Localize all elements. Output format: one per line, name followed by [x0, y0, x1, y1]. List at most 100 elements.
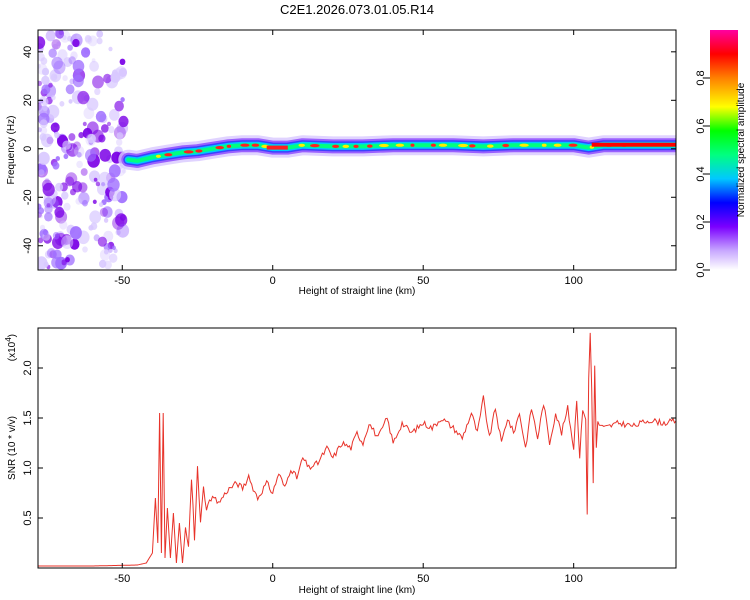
- noise-blob: [41, 67, 50, 76]
- spectrogram-xlabel: Height of straight line (km): [299, 286, 416, 297]
- noise-blob: [97, 236, 107, 247]
- noise-blob: [119, 58, 126, 65]
- figure-title: C2E1.2026.073.01.05.R14: [280, 2, 434, 17]
- noise-blob: [52, 231, 60, 240]
- colorbar: 0.0 0.2 0.4 0.6 0.8 Normalized spectral ampl…: [695, 30, 747, 278]
- noise-blob: [70, 188, 76, 196]
- noise-blob: [38, 162, 47, 175]
- noise-blob: [65, 84, 75, 95]
- noise-blob: [98, 202, 104, 208]
- noise-blob: [70, 51, 78, 60]
- snr-xtick-label: -50: [114, 573, 130, 585]
- noise-blob: [72, 59, 85, 73]
- snr-frame: [37, 327, 677, 569]
- noise-blob: [49, 198, 59, 209]
- snr-ylabel: SNR (10 * v/v): [7, 416, 18, 480]
- ridge-hotspot: [215, 146, 224, 150]
- ridge-hotspot: [541, 143, 547, 147]
- noise-blob: [38, 127, 42, 133]
- noise-blob: [95, 110, 107, 123]
- noise-blob: [82, 246, 88, 253]
- noise-blob: [54, 206, 65, 218]
- snr-ytick-label: 2.0: [22, 360, 34, 375]
- noise-blob: [62, 140, 71, 150]
- colorbar-gradient: [710, 30, 738, 270]
- noise-blob: [87, 35, 98, 47]
- ridge-center: [266, 145, 288, 150]
- snr-xtick-label: 0: [270, 573, 276, 585]
- noise-blob: [122, 169, 127, 174]
- noise-blob: [120, 97, 125, 103]
- noise-blob: [81, 47, 91, 58]
- noise-blob: [59, 220, 68, 230]
- ridge-hotspot: [410, 143, 415, 147]
- ridge-hotspot: [430, 143, 436, 147]
- ridge-hotspot: [502, 143, 510, 148]
- noise-blob: [115, 229, 121, 236]
- snr-multiplier: (x104): [4, 334, 18, 361]
- noise-blob: [38, 36, 46, 49]
- noise-blob: [116, 138, 123, 146]
- noise-blob: [87, 133, 96, 144]
- noise-blob: [74, 145, 85, 158]
- noise-blob: [93, 177, 98, 182]
- ridge-hotspot: [553, 143, 562, 147]
- noise-blob: [52, 161, 60, 170]
- noise-blob: [84, 48, 90, 54]
- noise-blob: [41, 179, 53, 191]
- noise-blob: [103, 249, 109, 255]
- noise-blob: [59, 101, 65, 107]
- noise-blob: [111, 245, 116, 250]
- spectrogram-ytick-label: 40: [22, 46, 34, 58]
- noise-blob: [38, 80, 42, 87]
- noise-blob: [86, 97, 99, 111]
- noise-blob: [99, 259, 107, 268]
- snr-xtick-label: 100: [564, 573, 582, 585]
- colorbar-label: Normalized spectral amplitude: [736, 82, 747, 217]
- noise-blob: [51, 256, 62, 269]
- spectrogram-ytick-label: -40: [22, 238, 34, 254]
- noise-blob: [92, 199, 97, 204]
- noise-blob: [44, 212, 53, 222]
- noise-blob: [112, 216, 125, 230]
- noise-blob: [76, 34, 81, 39]
- noise-blob: [46, 248, 56, 258]
- noise-blob: [77, 90, 90, 105]
- spectrogram-ytick-label: -20: [22, 189, 34, 205]
- noise-blob: [80, 168, 88, 176]
- noise-blob: [43, 197, 54, 209]
- noise-blob: [103, 217, 109, 223]
- snr-ytick-label: 1.5: [22, 410, 34, 425]
- noise-blob: [41, 75, 50, 85]
- noise-blob: [65, 257, 70, 263]
- noise-blob: [108, 126, 115, 134]
- noise-blob: [38, 256, 48, 270]
- ridge-hotspot: [438, 143, 448, 147]
- ridge-hotspot: [342, 144, 350, 148]
- noise-blob: [38, 63, 48, 75]
- ridge-tail: [591, 142, 676, 147]
- noise-blob: [62, 75, 68, 82]
- snr-multiplier-close: ): [7, 334, 18, 337]
- noise-blob: [42, 105, 48, 112]
- noise-blob: [89, 60, 99, 72]
- noise-blob: [108, 248, 113, 253]
- snr-xlabel: Height of straight line (km): [299, 585, 416, 596]
- ridge-hotspot: [458, 143, 469, 148]
- colorbar-tick-label: 0.0: [695, 262, 707, 277]
- noise-blob: [95, 181, 101, 187]
- noise-blob: [84, 34, 92, 43]
- noise-blob: [102, 206, 113, 218]
- noise-blob: [94, 88, 101, 96]
- snr-multiplier-base: (x10: [7, 341, 18, 361]
- noise-blob: [65, 176, 75, 187]
- noise-blob: [103, 73, 112, 84]
- noise-blob: [76, 151, 82, 158]
- noise-blob: [51, 56, 63, 70]
- noise-blob: [63, 153, 69, 160]
- noise-blob: [99, 148, 111, 162]
- noise-blob: [61, 235, 74, 249]
- noise-blob: [38, 103, 43, 113]
- ridge-hotspot: [298, 143, 305, 147]
